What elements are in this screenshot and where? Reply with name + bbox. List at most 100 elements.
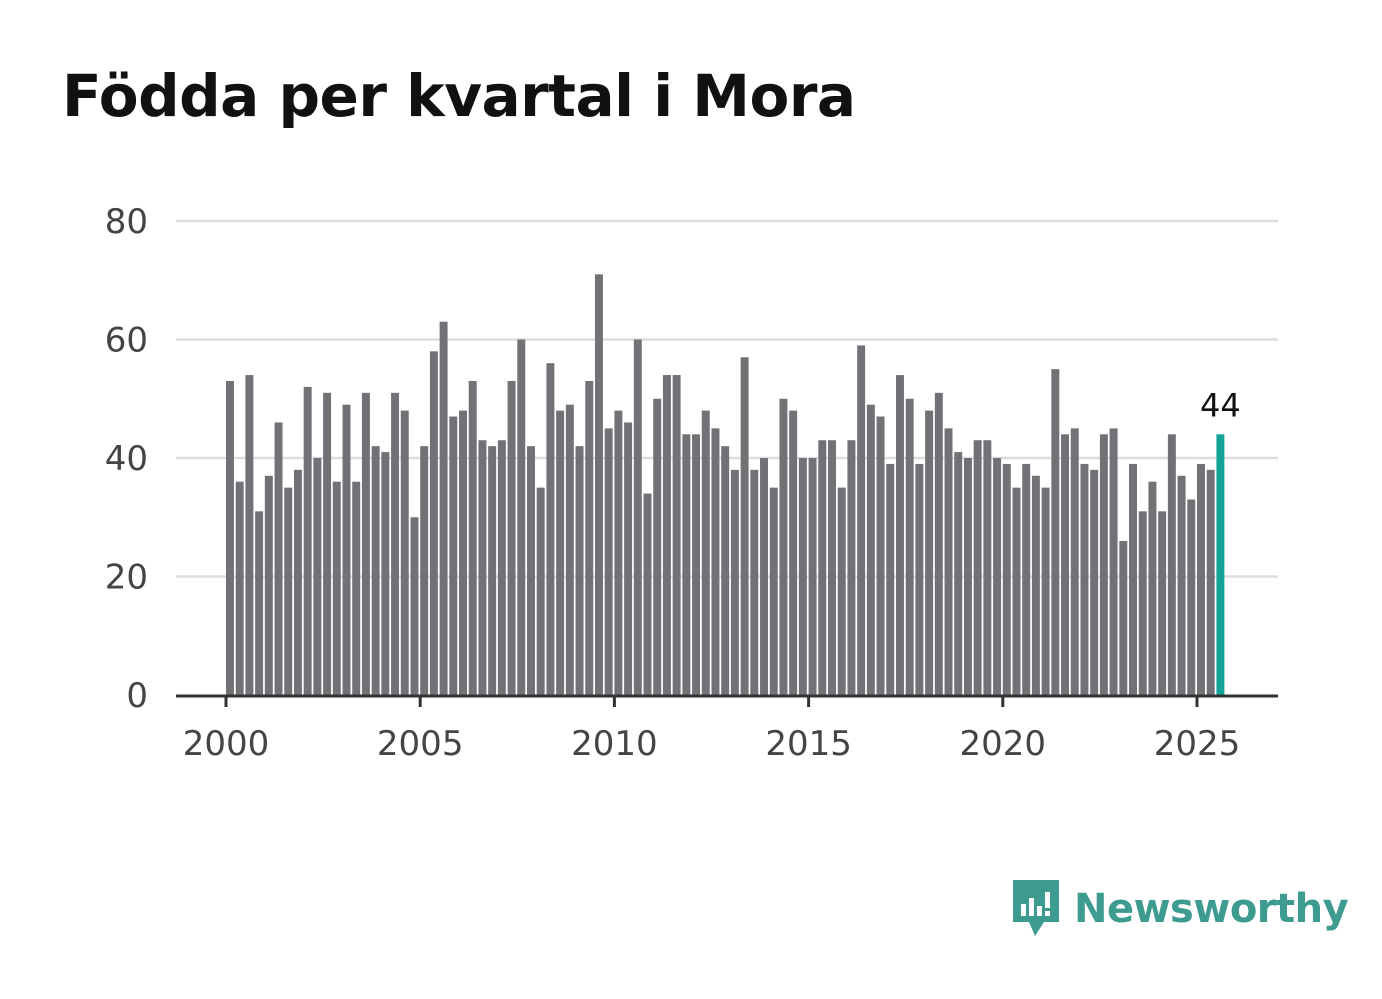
bar xyxy=(682,434,691,695)
bar xyxy=(556,410,565,695)
bar xyxy=(1031,475,1040,695)
bar xyxy=(944,428,953,696)
bar xyxy=(245,375,254,695)
bar xyxy=(1022,463,1031,695)
bar xyxy=(672,375,681,695)
bar xyxy=(973,440,982,695)
x-tick-label: 2010 xyxy=(571,724,658,764)
bar xyxy=(332,481,341,695)
bar xyxy=(429,351,438,695)
bar xyxy=(925,410,934,695)
bar xyxy=(789,410,798,695)
bar xyxy=(1099,434,1108,695)
y-tick-label: 80 xyxy=(105,202,148,242)
bar xyxy=(653,398,662,695)
bar xyxy=(895,375,904,695)
bar xyxy=(818,440,827,695)
bar xyxy=(507,380,516,695)
bar xyxy=(1206,469,1215,695)
bar xyxy=(760,458,769,695)
bar xyxy=(1167,434,1176,695)
bar xyxy=(769,487,778,696)
bar xyxy=(1148,481,1157,695)
bar xyxy=(517,339,526,695)
bar xyxy=(740,357,749,695)
bar xyxy=(721,446,730,695)
bar xyxy=(604,428,613,696)
bar xyxy=(1080,463,1089,695)
bar xyxy=(565,404,574,695)
bar xyxy=(857,345,866,695)
x-tick-label: 2025 xyxy=(1154,724,1241,764)
bar xyxy=(1158,511,1167,695)
bar xyxy=(410,517,419,695)
bar xyxy=(323,392,332,695)
highlight-value-label: 44 xyxy=(1200,386,1241,424)
x-tick-label: 2020 xyxy=(960,724,1047,764)
bar xyxy=(1012,487,1021,696)
bar xyxy=(1197,463,1205,695)
bar xyxy=(633,339,642,695)
bar xyxy=(468,380,477,695)
bar xyxy=(993,458,1002,695)
bar xyxy=(342,404,351,695)
bar xyxy=(361,392,370,695)
bar xyxy=(624,422,633,695)
bar xyxy=(1070,428,1079,696)
bar xyxy=(1002,463,1011,695)
bar xyxy=(808,458,817,695)
y-tick-label: 40 xyxy=(105,439,148,479)
bar xyxy=(274,422,283,695)
axes xyxy=(176,694,1278,707)
bar xyxy=(866,404,875,695)
bar xyxy=(391,392,400,695)
brand-name: Newsworthy xyxy=(1074,886,1349,932)
bar xyxy=(828,440,836,695)
bar xyxy=(527,446,535,695)
bar xyxy=(488,446,497,695)
bar xyxy=(478,440,487,695)
bar xyxy=(983,440,992,695)
bars xyxy=(226,274,1225,696)
bar xyxy=(536,487,545,696)
bar xyxy=(1129,463,1137,695)
bar xyxy=(701,410,710,695)
bar xyxy=(750,469,759,695)
bar xyxy=(963,458,972,695)
bar xyxy=(643,493,652,695)
chart-title: Födda per kvartal i Mora xyxy=(62,62,856,130)
bar xyxy=(459,410,467,695)
bar xyxy=(915,463,924,695)
bar xyxy=(235,481,244,695)
newsworthy-logo-icon xyxy=(1013,880,1059,936)
bar xyxy=(886,463,895,695)
bar xyxy=(255,511,264,695)
bar xyxy=(954,452,963,695)
bar xyxy=(400,410,409,695)
bar xyxy=(352,481,361,695)
bar-highlight xyxy=(1216,434,1225,695)
labels: 0 20 40 60 80 44 2000 2005 2010 2015 2020 2025 xyxy=(105,202,1241,764)
bar xyxy=(1119,540,1128,695)
bar xyxy=(293,469,302,695)
x-tick-label: 2015 xyxy=(765,724,852,764)
y-tick-label: 60 xyxy=(105,321,148,361)
bar xyxy=(284,487,293,696)
bar xyxy=(594,274,603,695)
bar xyxy=(420,446,429,695)
bar xyxy=(303,386,312,695)
brand-logo: Newsworthy xyxy=(1010,878,1349,940)
bar xyxy=(381,452,390,695)
bar xyxy=(1109,428,1118,696)
bar xyxy=(711,428,720,696)
bar xyxy=(905,398,914,695)
bar xyxy=(226,380,234,695)
bar xyxy=(264,475,273,695)
bar xyxy=(692,434,701,695)
bar xyxy=(371,446,380,695)
bar xyxy=(313,458,322,695)
bar xyxy=(1090,469,1099,695)
y-tick-label: 0 xyxy=(126,676,148,716)
x-tick-label: 2000 xyxy=(183,724,270,764)
